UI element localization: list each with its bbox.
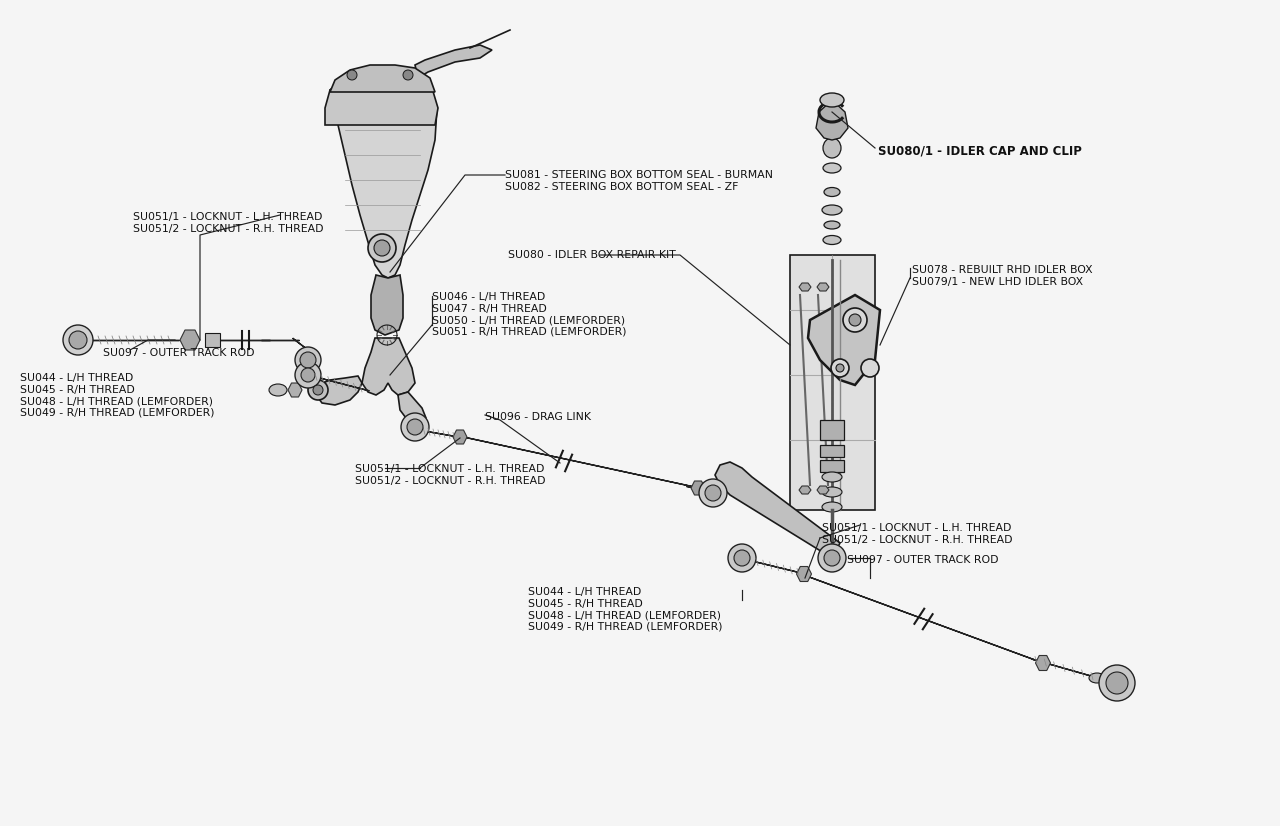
Circle shape: [404, 415, 425, 435]
Polygon shape: [288, 383, 302, 397]
Text: SU044 - L/H THREAD
SU045 - R/H THREAD
SU048 - L/H THREAD (LEMFORDER)
SU049 - R/H: SU044 - L/H THREAD SU045 - R/H THREAD SU…: [529, 587, 722, 632]
Text: SU051/1 - LOCKNUT - L.H. THREAD
SU051/2 - LOCKNUT - R.H. THREAD: SU051/1 - LOCKNUT - L.H. THREAD SU051/2 …: [822, 523, 1012, 544]
Circle shape: [300, 352, 316, 368]
Circle shape: [347, 70, 357, 80]
Ellipse shape: [822, 487, 842, 497]
Text: SU078 - REBUILT RHD IDLER BOX
SU079/1 - NEW LHD IDLER BOX: SU078 - REBUILT RHD IDLER BOX SU079/1 - …: [911, 265, 1093, 287]
Circle shape: [407, 419, 422, 435]
Polygon shape: [817, 486, 829, 494]
Polygon shape: [305, 374, 370, 391]
Polygon shape: [293, 338, 310, 352]
Ellipse shape: [824, 221, 840, 229]
Circle shape: [308, 380, 328, 400]
Circle shape: [728, 544, 756, 572]
Text: SU081 - STEERING BOX BOTTOM SEAL - BURMAN
SU082 - STEERING BOX BOTTOM SEAL - ZF: SU081 - STEERING BOX BOTTOM SEAL - BURMA…: [506, 170, 773, 192]
Polygon shape: [820, 460, 844, 472]
Polygon shape: [716, 462, 840, 558]
Circle shape: [844, 308, 867, 332]
Polygon shape: [462, 437, 695, 487]
Polygon shape: [453, 430, 467, 444]
Polygon shape: [180, 330, 200, 350]
Text: SU080 - IDLER BOX REPAIR KIT: SU080 - IDLER BOX REPAIR KIT: [508, 250, 676, 260]
Circle shape: [63, 325, 93, 355]
Circle shape: [1100, 665, 1135, 701]
Circle shape: [705, 485, 721, 501]
Polygon shape: [205, 333, 220, 347]
Circle shape: [294, 362, 321, 388]
Ellipse shape: [823, 138, 841, 158]
Text: SU051/1 - LOCKNUT - L.H. THREAD
SU051/2 - LOCKNUT - R.H. THREAD: SU051/1 - LOCKNUT - L.H. THREAD SU051/2 …: [133, 212, 324, 234]
Text: SU096 - DRAG LINK: SU096 - DRAG LINK: [485, 412, 591, 422]
Polygon shape: [820, 445, 844, 457]
Polygon shape: [325, 72, 438, 125]
Circle shape: [374, 240, 390, 256]
Circle shape: [314, 385, 323, 395]
Polygon shape: [817, 100, 849, 140]
Circle shape: [849, 314, 861, 326]
Text: SU046 - L/H THREAD
SU047 - R/H THREAD
SU050 - L/H THREAD (LEMFORDER)
SU051 - R/H: SU046 - L/H THREAD SU047 - R/H THREAD SU…: [433, 292, 626, 337]
Polygon shape: [808, 295, 881, 385]
Polygon shape: [398, 392, 426, 425]
Polygon shape: [817, 283, 829, 291]
Text: SU051/1 - LOCKNUT - L.H. THREAD
SU051/2 - LOCKNUT - R.H. THREAD: SU051/1 - LOCKNUT - L.H. THREAD SU051/2 …: [355, 464, 545, 486]
Ellipse shape: [822, 502, 842, 512]
Polygon shape: [316, 376, 362, 405]
Polygon shape: [799, 486, 812, 494]
Polygon shape: [362, 338, 415, 395]
Circle shape: [69, 331, 87, 349]
Circle shape: [1106, 672, 1128, 694]
Circle shape: [699, 479, 727, 507]
Circle shape: [401, 413, 429, 441]
Ellipse shape: [269, 384, 287, 396]
Polygon shape: [796, 567, 812, 582]
Ellipse shape: [1089, 673, 1105, 683]
Ellipse shape: [1117, 681, 1129, 689]
Ellipse shape: [1103, 677, 1116, 685]
Ellipse shape: [820, 123, 844, 137]
Polygon shape: [330, 75, 436, 278]
Polygon shape: [753, 561, 800, 572]
Polygon shape: [806, 576, 1041, 662]
Ellipse shape: [822, 205, 842, 215]
Polygon shape: [799, 283, 812, 291]
Circle shape: [410, 420, 420, 430]
Polygon shape: [371, 275, 403, 335]
Polygon shape: [820, 420, 844, 440]
Text: SU097 - OUTER TRACK ROD: SU097 - OUTER TRACK ROD: [102, 348, 255, 358]
Polygon shape: [790, 255, 876, 510]
Polygon shape: [415, 45, 492, 78]
Polygon shape: [415, 430, 457, 437]
Polygon shape: [691, 481, 705, 495]
Polygon shape: [1036, 656, 1051, 671]
Ellipse shape: [824, 188, 840, 197]
Ellipse shape: [822, 472, 842, 482]
Circle shape: [824, 550, 840, 566]
Polygon shape: [1032, 659, 1094, 677]
Text: SU044 - L/H THREAD
SU045 - R/H THREAD
SU048 - L/H THREAD (LEMFORDER)
SU049 - R/H: SU044 - L/H THREAD SU045 - R/H THREAD SU…: [20, 373, 215, 418]
Ellipse shape: [823, 163, 841, 173]
Circle shape: [294, 347, 321, 373]
Circle shape: [301, 368, 315, 382]
Polygon shape: [330, 65, 435, 92]
Text: SU097 - OUTER TRACK ROD: SU097 - OUTER TRACK ROD: [847, 555, 998, 565]
Circle shape: [733, 550, 750, 566]
Circle shape: [403, 70, 413, 80]
Circle shape: [836, 364, 844, 372]
Circle shape: [831, 359, 849, 377]
Polygon shape: [686, 487, 713, 491]
Circle shape: [861, 359, 879, 377]
Ellipse shape: [823, 235, 841, 244]
Text: SU080/1 - IDLER CAP AND CLIP: SU080/1 - IDLER CAP AND CLIP: [878, 145, 1082, 158]
Circle shape: [818, 544, 846, 572]
Circle shape: [369, 234, 396, 262]
Ellipse shape: [820, 93, 844, 107]
